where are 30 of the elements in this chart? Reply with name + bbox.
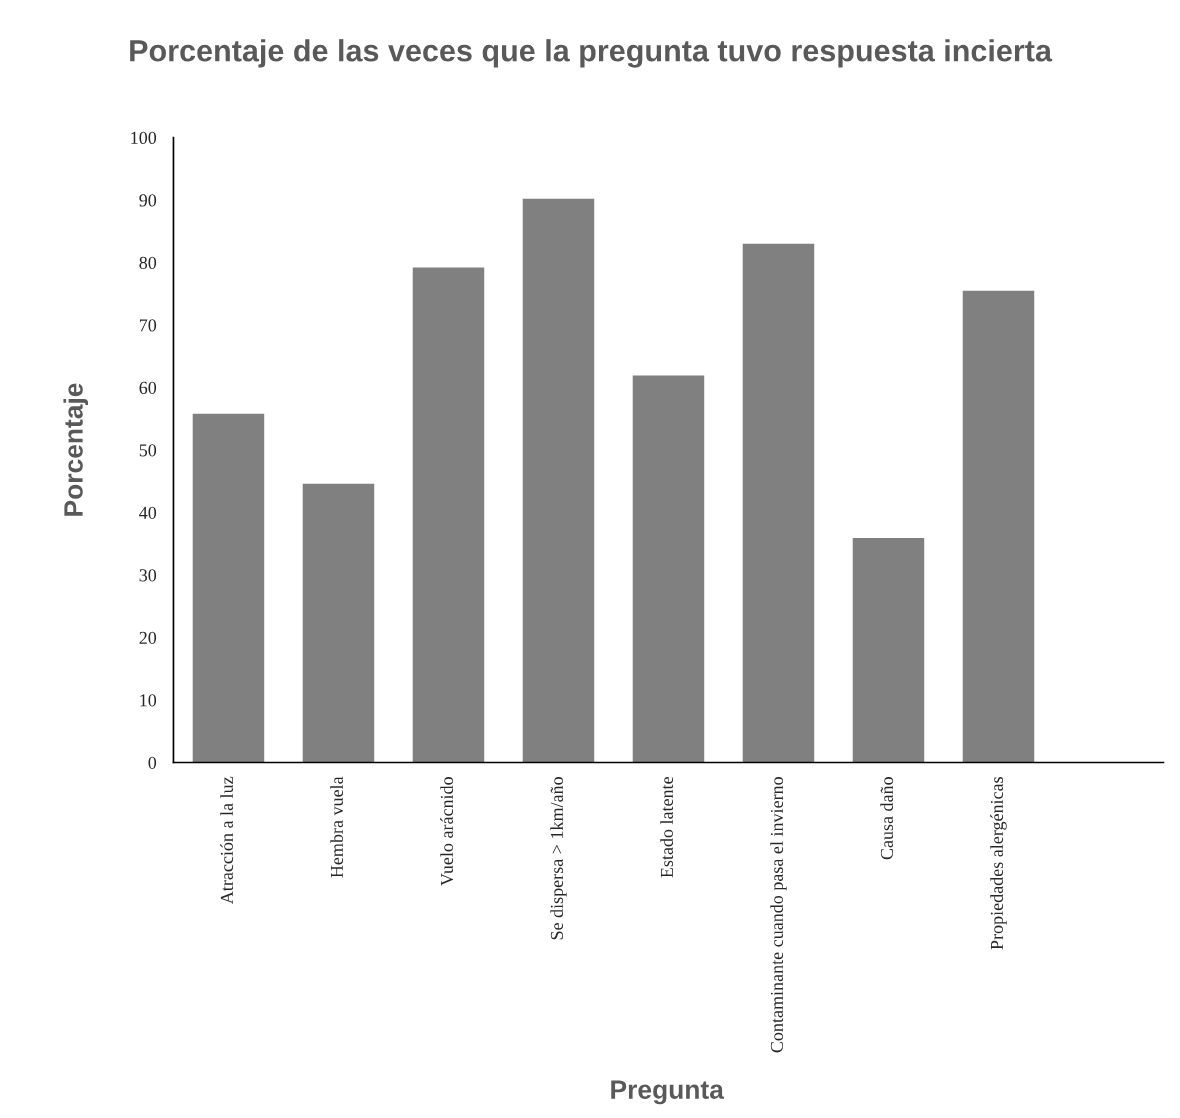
x-tick-label: Propiedades alergénicas [990,777,1007,950]
x-tick-label: Hembra vuela [330,776,343,878]
bar [192,413,265,763]
y-tick-label: 10 [140,694,157,707]
y-axis-title: Porcentaje [63,383,89,516]
y-tick-label: 20 [139,631,157,644]
y-tick-label: 40 [139,506,157,519]
bar [412,267,485,763]
y-tick-label: 50 [139,444,157,457]
bar [522,198,595,763]
y-tick-label: 90 [139,194,157,207]
chart-title: Porcentaje de las veces que la pregunta tuvo respuesta incierta [130,39,1053,68]
x-tick-label: Atracción a la luz [220,776,233,905]
y-tick-label: 0 [148,756,157,769]
y-tick-label: 70 [139,319,157,332]
x-tick-label: Vuelo arácnido [440,777,454,886]
x-tick-label: Causa daño [880,777,893,860]
bar [302,483,375,763]
x-tick-label: Se dispersa > 1km/año [550,777,567,940]
bar [742,243,815,763]
y-tick-label: 80 [139,256,157,269]
x-tick-label: Contaminante cuando pasa el invierno [770,777,787,1053]
x-tick-label: Estado latente [660,776,673,878]
bar [632,375,705,763]
y-tick-label: 60 [139,381,157,394]
bar [852,538,925,763]
x-axis-title: Pregunta [611,1080,725,1105]
y-tick-label: 30 [139,569,157,582]
y-tick-label: 100 [131,131,157,144]
bar [962,290,1035,763]
